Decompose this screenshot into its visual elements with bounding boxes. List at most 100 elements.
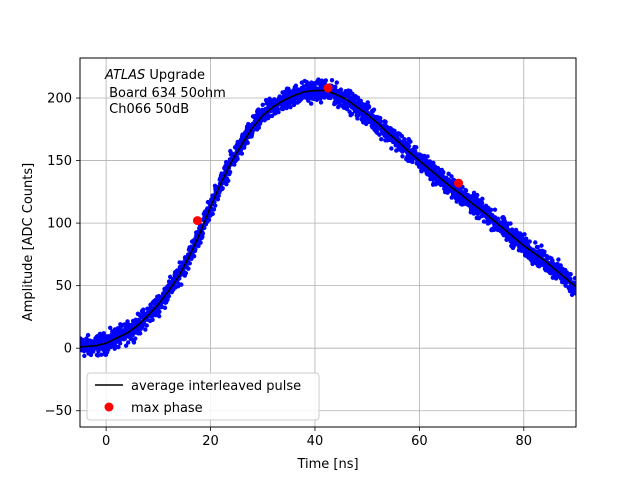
scatter-point <box>179 282 184 287</box>
scatter-point <box>213 203 218 208</box>
scatter-point <box>402 137 407 142</box>
scatter-point <box>425 154 430 159</box>
legend-marker-swatch <box>104 402 114 412</box>
scatter-point <box>333 84 338 89</box>
scatter-point <box>383 119 388 125</box>
scatter-point <box>256 125 262 130</box>
scatter-point <box>479 201 485 206</box>
scatter-point <box>422 153 427 159</box>
legend-label-maxphase: max phase <box>131 401 203 416</box>
scatter-point <box>446 171 451 176</box>
scatter-point <box>150 317 155 323</box>
x-axis-ticks: 0 20 40 60 80 <box>102 427 532 449</box>
y-axis-label: Amplitude [ADC Counts] <box>21 163 36 321</box>
scatter-point <box>441 169 446 175</box>
scatter-point <box>101 331 106 336</box>
scatter-point <box>558 263 563 268</box>
scatter-point <box>492 207 498 212</box>
max-phase-series <box>192 83 464 226</box>
scatter-point <box>431 160 436 166</box>
scatter-point <box>162 305 168 310</box>
scatter-point <box>156 313 162 319</box>
x-tick-label: 60 <box>411 434 428 449</box>
scatter-point <box>573 291 576 296</box>
scatter-point <box>349 111 355 117</box>
y-tick-label: 0 <box>64 342 72 357</box>
scatter-point <box>463 188 469 193</box>
scatter-point <box>85 332 91 338</box>
scatter-point <box>196 243 201 249</box>
scatter-point <box>239 151 245 156</box>
scatter-point <box>410 159 415 165</box>
scatter-point <box>474 192 480 198</box>
scatter-point <box>533 240 538 245</box>
scatter-point <box>235 156 240 162</box>
scatter-point <box>224 182 229 187</box>
scatter-point <box>183 270 189 276</box>
scatter-point <box>535 244 540 250</box>
scatter-point <box>471 190 477 195</box>
scatter-point <box>232 162 237 167</box>
scatter-point <box>215 197 221 202</box>
scatter-point <box>211 207 217 212</box>
scatter-point <box>308 101 314 106</box>
scatter-point <box>527 239 532 244</box>
scatter-point <box>117 341 123 346</box>
scatter-point <box>563 283 568 288</box>
scatter-point <box>95 353 101 358</box>
x-axis-label: Time [ns] <box>296 457 358 472</box>
scatter-point <box>568 272 573 277</box>
scatter-point <box>186 266 191 271</box>
scatter-point <box>481 219 487 224</box>
scatter-point <box>408 139 413 144</box>
scatter-point <box>334 80 339 85</box>
x-tick-label: 80 <box>516 434 533 449</box>
scatter-point <box>144 323 149 328</box>
scatter-point <box>157 309 162 314</box>
scatter-point <box>131 340 137 345</box>
scatter-point <box>556 257 561 262</box>
scatter-point <box>133 336 138 341</box>
scatter-point <box>508 221 513 226</box>
scatter-point <box>276 109 281 115</box>
scatter-point <box>125 340 131 345</box>
scatter-point <box>123 343 129 348</box>
scatter-point <box>365 100 370 105</box>
scatter-point <box>338 87 344 92</box>
y-tick-label: 200 <box>47 92 72 107</box>
scatter-point <box>400 154 405 159</box>
scatter-point <box>568 276 573 282</box>
annotation-line2: Board 634 50ohm <box>105 86 226 101</box>
annotation-line3: Ch066 50dB <box>105 102 189 117</box>
scatter-point <box>187 261 192 266</box>
scatter-point <box>141 307 146 312</box>
scatter-point <box>413 145 419 150</box>
x-tick-label: 20 <box>202 434 219 449</box>
legend-label-average: average interleaved pulse <box>131 379 301 394</box>
scatter-point <box>193 246 198 252</box>
scatter-point <box>99 352 104 357</box>
scatter-point <box>288 104 293 110</box>
x-tick-label: 40 <box>307 434 324 449</box>
scatter-point <box>166 293 172 299</box>
scatter-point <box>191 253 197 259</box>
scatter-point <box>260 102 265 108</box>
scatter-point <box>378 119 384 124</box>
scatter-point <box>107 325 113 331</box>
max-phase-point <box>192 216 202 226</box>
scatter-point <box>116 344 121 350</box>
scatter-point <box>572 275 576 281</box>
scatter-point <box>323 78 329 83</box>
y-axis-ticks: −50 0 50 100 150 200 <box>45 92 80 419</box>
scatter-point <box>454 199 459 204</box>
scatter-point <box>358 98 363 103</box>
scatter-point <box>200 231 206 236</box>
scatter-point <box>220 186 225 191</box>
plot-frame <box>79 57 577 428</box>
legend: average interleaved pulse max phase <box>86 372 320 421</box>
scatter-point <box>318 100 324 105</box>
scatter-point <box>517 231 523 236</box>
scatter-point <box>306 98 311 103</box>
scatter-point <box>371 107 377 112</box>
